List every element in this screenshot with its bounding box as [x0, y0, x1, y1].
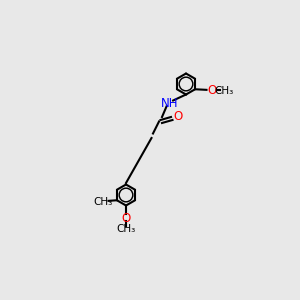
- Text: CH₃: CH₃: [116, 224, 136, 235]
- Text: CH₃: CH₃: [94, 197, 113, 207]
- Text: O: O: [207, 84, 216, 97]
- Text: CH₃: CH₃: [214, 86, 233, 96]
- Text: O: O: [122, 212, 130, 225]
- Text: O: O: [173, 110, 182, 124]
- Text: NH: NH: [161, 97, 178, 110]
